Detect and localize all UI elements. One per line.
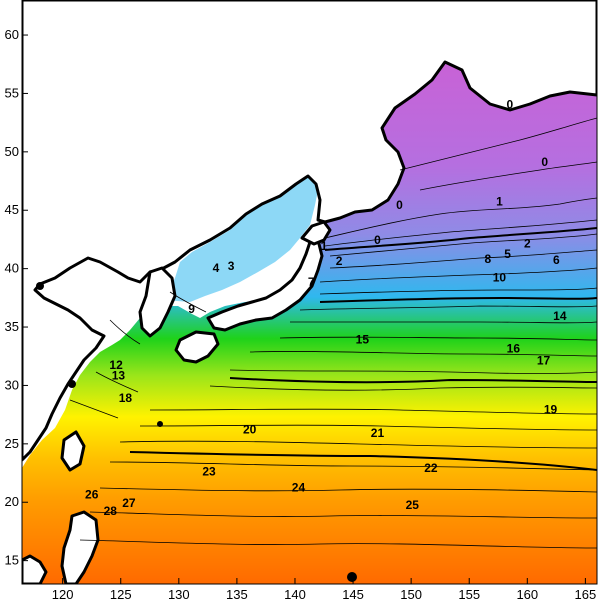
- contour-label: 1: [321, 239, 328, 253]
- y-tick-label: 40: [5, 261, 19, 276]
- island-marker: [157, 421, 163, 427]
- contour-label: 28: [104, 504, 118, 518]
- y-tick-label: 45: [5, 202, 19, 217]
- contour-label: 16: [507, 342, 521, 356]
- contour-label: 27: [122, 496, 136, 510]
- contour-label: 20: [243, 422, 257, 436]
- contour-label: 2: [336, 254, 343, 268]
- contour-label: 13: [112, 369, 126, 383]
- contour-label: 2: [524, 237, 531, 251]
- contour-label: 9: [188, 302, 195, 316]
- y-tick-label: 30: [5, 377, 19, 392]
- contour-label: 22: [424, 461, 438, 475]
- contour-label: 21: [371, 426, 385, 440]
- island-marker: [36, 282, 44, 290]
- contour-label: 10: [493, 270, 507, 284]
- taiwan: [60, 430, 86, 472]
- luzon: [60, 510, 100, 584]
- contour-label: 26: [85, 488, 99, 502]
- sea-of-japan: [165, 175, 320, 302]
- x-tick-label: 125: [110, 587, 132, 602]
- land: [22, 0, 597, 584]
- contour-label: 5: [504, 247, 511, 261]
- island-marker: [68, 380, 76, 388]
- contour-label: 1: [496, 195, 503, 209]
- y-tick-label: 25: [5, 436, 19, 451]
- japan-kyushu: [174, 330, 220, 364]
- korea-peninsula: [138, 266, 177, 338]
- contour-label: 15: [356, 332, 370, 346]
- hokkaido: [300, 220, 332, 246]
- island-markers: [36, 282, 357, 582]
- contour-label: 12: [109, 358, 123, 372]
- x-tick-label: 130: [168, 587, 190, 602]
- contour-label: 0: [541, 155, 548, 169]
- contour-label: 7: [308, 275, 315, 289]
- contour-label: 0: [507, 98, 514, 112]
- contour-label: 6: [553, 253, 560, 267]
- japan-honshu: [206, 238, 324, 332]
- x-tick-label: 145: [342, 587, 364, 602]
- contour-label: 8: [484, 252, 491, 266]
- contour-label: 24: [292, 481, 306, 495]
- y-tick-label: 35: [5, 319, 19, 334]
- contour-label: 0: [396, 198, 403, 212]
- y-tick-label: 50: [5, 144, 19, 159]
- contour-label: 14: [553, 309, 567, 323]
- y-tick-label: 20: [5, 494, 19, 509]
- x-tick-label: 155: [458, 587, 480, 602]
- asia-mainland: [22, 0, 597, 462]
- contour-label: 0: [374, 233, 381, 247]
- major-isotherms: [129, 227, 597, 471]
- x-tick-label: 165: [575, 587, 597, 602]
- x-tick-label: 140: [284, 587, 306, 602]
- y-tick-label: 60: [5, 27, 19, 42]
- x-tick-label: 135: [226, 587, 248, 602]
- y-tick-label: 55: [5, 85, 19, 100]
- contour-label: 4: [213, 261, 220, 275]
- x-tick-label: 160: [516, 587, 538, 602]
- plot-frame: [21, 0, 598, 585]
- contour-label: 18: [119, 391, 133, 405]
- contour-label: 23: [202, 464, 216, 478]
- y-axis: 15 20 25 30 35 40 45 50 55 60: [5, 27, 28, 568]
- x-tick-label: 150: [400, 587, 422, 602]
- contour-label: 3: [228, 259, 235, 273]
- isotherm-lines: [69, 117, 597, 549]
- contour-label: 25: [406, 498, 420, 512]
- hainan-coast: [22, 554, 48, 584]
- contour-label: 17: [537, 353, 551, 367]
- island-marker: [347, 572, 357, 582]
- x-tick-label: 120: [52, 587, 74, 602]
- y-tick-label: 15: [5, 553, 19, 568]
- contour-label: 19: [544, 402, 558, 416]
- x-axis: 120 125 130 135 140 145 150 155 160 165: [52, 578, 596, 602]
